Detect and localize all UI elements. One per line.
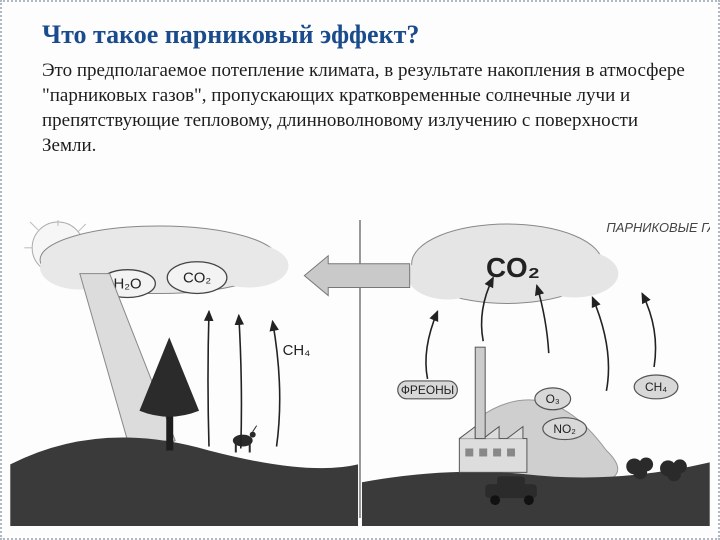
pill-freony: ФРЕОНЫ	[398, 381, 458, 399]
caption-right: ПАРНИКОВЫЕ ГАЗЫ	[606, 220, 710, 235]
greenhouse-diagram: ПАРНИКОВЫЕ ГАЗЫ H₂O CO₂	[10, 220, 710, 526]
slide-title: Что такое парниковый эффект?	[42, 20, 690, 50]
bubble-co2: CO₂	[167, 262, 227, 294]
svg-text:ФРЕОНЫ: ФРЕОНЫ	[401, 383, 454, 397]
slide: Что такое парниковый эффект? Это предпол…	[0, 0, 720, 540]
svg-text:H₂O: H₂O	[113, 277, 141, 293]
right-cloud-lobe-2	[531, 250, 618, 298]
right-cloud-lobe	[408, 252, 487, 300]
up-arrow-3	[273, 321, 280, 446]
slide-body: Это предполагаемое потепление климата, в…	[42, 58, 690, 158]
r-arrow-3	[592, 297, 608, 390]
pill-ch4: CH₄	[634, 375, 678, 399]
ch4-label-left: CH₄	[283, 343, 311, 359]
svg-text:CH₄: CH₄	[645, 380, 667, 394]
diagram-svg: ПАРНИКОВЫЕ ГАЗЫ H₂O CO₂	[10, 220, 710, 526]
co2-big-label: CO₂	[486, 252, 540, 283]
big-arrow-left	[304, 256, 409, 296]
left-ground	[10, 437, 358, 526]
deer-icon	[233, 426, 257, 453]
svg-text:CO₂: CO₂	[183, 271, 211, 287]
r-arrow-4	[642, 294, 655, 368]
up-arrow-1	[208, 311, 209, 446]
pill-no2: NO₂	[543, 418, 587, 440]
svg-text:NO₂: NO₂	[553, 422, 576, 436]
svg-text:O₃: O₃	[546, 392, 560, 406]
pill-o3: O₃	[535, 388, 571, 410]
r-arrow-5	[426, 311, 438, 379]
up-arrow-2	[239, 315, 242, 448]
